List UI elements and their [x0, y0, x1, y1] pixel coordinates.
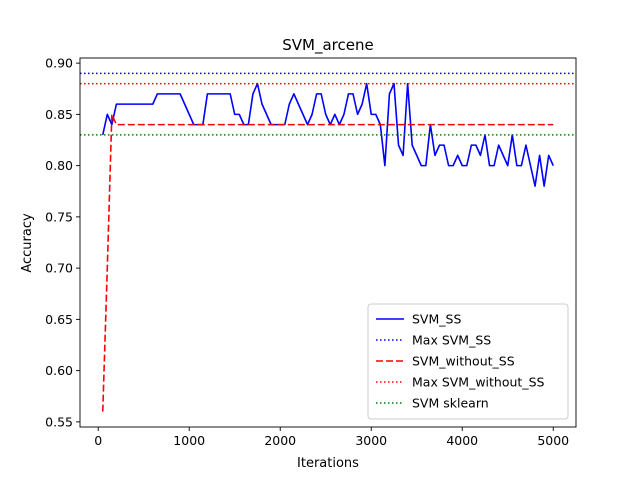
- series-line-2: [101, 113, 554, 412]
- legend-label-0: SVM_SS: [412, 312, 461, 327]
- legend-label-3: Max SVM_without_SS: [412, 375, 545, 390]
- y-tick-label: 0.60: [45, 363, 73, 378]
- axes: 0 1000 2000 3000 4000 5000 0.55 0.60 0.65 0.70 0.7…: [45, 56, 577, 448]
- plot-area: [80, 72, 576, 412]
- legend: SVM_SS Max SVM_SS SVM_without_SS Max SVM_wi…: [367, 303, 569, 420]
- y-axis-label: Accuracy: [20, 213, 35, 273]
- x-tick-label: 0: [94, 433, 102, 448]
- y-tick-label: 0.80: [45, 158, 73, 173]
- x-tick-label: 4000: [446, 433, 478, 448]
- series-line-0: [101, 82, 554, 187]
- x-tick-label: 3000: [355, 433, 387, 448]
- axes-frame: [79, 57, 577, 428]
- y-tick-label: 0.85: [45, 107, 73, 122]
- legend-label-2: SVM_without_SS: [412, 354, 515, 369]
- legend-box: [367, 303, 569, 420]
- x-axis-label: Iterations: [297, 456, 359, 471]
- y-tick-label: 0.65: [45, 312, 73, 327]
- x-tick-label: 5000: [537, 433, 569, 448]
- legend-label-4: SVM sklearn: [412, 396, 489, 411]
- x-tick-label: 2000: [264, 433, 296, 448]
- y-tick-label: 0.70: [45, 261, 73, 276]
- y-tick-label: 0.55: [45, 414, 73, 429]
- y-tick-label: 0.75: [45, 209, 73, 224]
- y-tick-label: 0.90: [45, 56, 73, 71]
- legend-label-1: Max SVM_SS: [412, 333, 491, 348]
- chart-title: SVM_arcene: [282, 36, 373, 55]
- x-tick-label: 1000: [173, 433, 205, 448]
